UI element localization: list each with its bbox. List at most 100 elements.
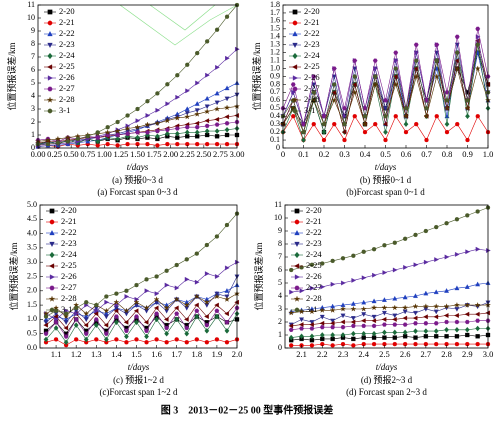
point-marker: [289, 343, 294, 348]
point-marker: [144, 288, 150, 294]
point-marker: [434, 42, 440, 47]
point-marker: [361, 330, 367, 337]
point-marker: [444, 326, 449, 333]
point-marker: [145, 130, 150, 135]
point-marker: [360, 305, 367, 312]
point-marker: [465, 332, 470, 338]
legend-marker: [292, 64, 298, 70]
point-marker: [474, 302, 481, 308]
point-marker: [413, 232, 418, 238]
point-marker: [299, 333, 304, 340]
point-marker: [113, 308, 119, 314]
legend-marker: [47, 31, 53, 37]
point-marker: [214, 313, 220, 320]
point-marker: [134, 337, 139, 342]
point-marker: [63, 339, 69, 346]
point-marker: [115, 119, 120, 125]
legend-marker: [294, 285, 300, 291]
point-marker: [184, 276, 190, 282]
point-marker: [184, 129, 190, 136]
point-marker: [184, 110, 190, 116]
x-tick-label: 2.75: [213, 149, 228, 159]
point-marker: [474, 311, 480, 317]
point-marker: [204, 104, 210, 110]
point-marker: [214, 134, 220, 139]
legend-marker: [47, 52, 53, 60]
y-tick-label: 1.0: [27, 314, 37, 323]
point-marker: [125, 113, 130, 118]
point-marker: [83, 310, 90, 317]
point-marker: [225, 265, 230, 271]
point-marker: [45, 137, 51, 143]
point-marker: [114, 314, 119, 319]
point-marker: [403, 264, 408, 270]
y-axis-label: 位置预报误差/km: [251, 42, 262, 110]
point-marker: [115, 132, 120, 138]
point-marker: [174, 285, 180, 291]
point-marker: [113, 299, 120, 305]
legend-marker: [47, 42, 53, 48]
point-marker: [455, 50, 460, 55]
point-marker: [74, 337, 79, 342]
legend-label: 2-23: [306, 238, 322, 248]
point-marker: [43, 331, 49, 336]
series-line: [291, 302, 489, 325]
legend-marker: [294, 307, 300, 313]
panel-caption: (d) 预报2~3 d: [361, 374, 413, 385]
legend-label: 2-23: [304, 39, 320, 49]
point-marker: [75, 136, 80, 142]
legend-marker: [49, 274, 55, 280]
point-marker: [402, 304, 409, 311]
point-marker: [185, 62, 190, 67]
point-marker: [184, 325, 190, 331]
point-marker: [124, 288, 129, 293]
point-marker: [351, 336, 356, 342]
point-marker: [194, 108, 200, 114]
y-tick-label: 0.4: [270, 111, 280, 120]
point-marker: [311, 82, 317, 88]
x-tick-label: 2.4: [358, 349, 369, 359]
legend-marker: [293, 295, 301, 302]
point-marker: [214, 337, 220, 342]
point-marker: [145, 113, 151, 118]
legend-marker: [294, 208, 300, 214]
point-marker: [124, 340, 129, 345]
point-marker: [83, 336, 89, 343]
x-tick-label: 2.2: [317, 349, 328, 359]
point-marker: [204, 39, 210, 44]
x-tick-label: 2.50: [196, 149, 211, 159]
point-marker: [350, 323, 356, 328]
y-axis-label: 位置预报误差/km: [8, 242, 19, 310]
point-marker: [465, 213, 470, 218]
legend-marker: [47, 20, 53, 26]
point-marker: [174, 316, 180, 323]
x-tick-label: 1.8: [191, 349, 202, 359]
point-marker: [103, 336, 109, 343]
point-marker: [154, 337, 159, 342]
y-tick-label: 0.5: [270, 103, 280, 112]
point-marker: [320, 261, 325, 266]
point-marker: [288, 327, 294, 332]
legend-marker: [292, 9, 298, 15]
point-marker: [43, 340, 49, 345]
legend-label: 2-24: [61, 249, 77, 259]
point-marker: [402, 341, 408, 347]
x-tick-label: 1.00: [97, 149, 112, 159]
point-marker: [371, 298, 377, 304]
point-marker: [321, 122, 327, 127]
y-tick-label: 0.1: [270, 135, 280, 144]
point-marker: [341, 280, 346, 286]
x-tick-label: 2.8: [441, 349, 452, 359]
legend-label: 2-20: [61, 205, 77, 215]
point-marker: [135, 106, 140, 112]
point-marker: [224, 121, 230, 126]
point-marker: [414, 50, 419, 56]
point-marker: [351, 253, 356, 258]
legend-label: 2-23: [59, 39, 75, 49]
point-marker: [423, 321, 429, 326]
point-marker: [434, 334, 439, 339]
point-marker: [373, 122, 378, 127]
y-tick-label: 0.3: [270, 119, 280, 128]
point-marker: [434, 257, 439, 263]
y-tick-label: 1.6: [270, 16, 280, 25]
